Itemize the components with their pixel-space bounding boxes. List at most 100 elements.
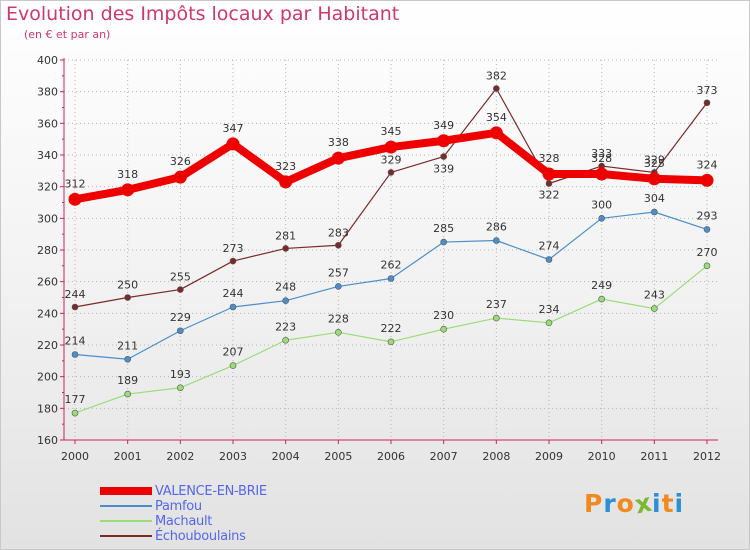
data-point — [282, 336, 289, 344]
logo-letter: t — [661, 489, 675, 518]
y-tick-label: 300 — [37, 212, 58, 225]
data-point — [545, 180, 553, 187]
data-label: 274 — [539, 240, 560, 253]
series-2 — [71, 262, 711, 417]
data-point — [335, 241, 342, 249]
legend-swatch — [100, 505, 152, 507]
data-point — [279, 175, 293, 189]
x-tick-label: 2004 — [272, 450, 300, 463]
data-label: 193 — [170, 368, 191, 381]
y-tick-label: 280 — [37, 244, 58, 257]
x-tick-label: 2011 — [640, 450, 668, 463]
series-labels-3: 244 250 255 273 281 283 329 339 382 322 333 329 373 — [65, 70, 718, 302]
data-label: 300 — [591, 198, 612, 211]
legend-swatch — [100, 535, 152, 537]
data-label: 325 — [644, 157, 665, 170]
data-label: 243 — [644, 289, 665, 302]
data-label: 230 — [433, 309, 454, 322]
data-label: 189 — [117, 374, 138, 387]
data-point — [493, 237, 500, 244]
data-label: 333 — [591, 147, 612, 160]
data-point — [226, 137, 240, 151]
data-label: 250 — [117, 279, 138, 292]
data-label: 234 — [539, 303, 560, 316]
x-tick-label: 2009 — [535, 450, 563, 463]
data-point — [124, 355, 131, 363]
y-tick-label: 400 — [37, 54, 58, 67]
series-1 — [71, 208, 711, 363]
data-label: 382 — [486, 70, 507, 83]
series-labels-1: 214 211 229 244 248 257 262 285 286 274 300 304 293 — [65, 192, 718, 352]
data-label: 322 — [539, 189, 560, 202]
x-tick-label: 2002 — [166, 450, 194, 463]
data-label: 257 — [328, 266, 349, 279]
legend-label: VALENCE-EN-BRIE — [155, 484, 267, 499]
data-point — [177, 384, 184, 392]
legend-swatch — [100, 520, 152, 522]
data-point — [331, 151, 345, 165]
data-point — [651, 305, 658, 312]
data-label: 229 — [170, 311, 191, 324]
data-label: 228 — [328, 312, 349, 325]
data-point — [387, 169, 395, 176]
x-tick-label: 2001 — [114, 450, 142, 463]
chart-subtitle: (en € et par an) — [24, 28, 111, 41]
chart-title: Evolution des Impôts locaux par Habitant — [6, 3, 400, 25]
x-tick-label: 2008 — [482, 450, 510, 463]
data-label: 249 — [591, 279, 612, 292]
proxiti-logo: Proxiti — [584, 488, 684, 520]
data-label: 262 — [381, 259, 402, 272]
data-point — [229, 362, 237, 369]
data-label: 237 — [486, 298, 507, 311]
logo-letter: r — [603, 489, 617, 518]
data-point — [124, 294, 131, 301]
logo-letter: i — [652, 489, 662, 518]
data-point — [71, 303, 79, 311]
data-label: 255 — [170, 271, 191, 284]
logo-letter: o — [616, 489, 635, 518]
data-point — [598, 215, 605, 222]
grid-lines — [64, 59, 718, 441]
data-label: 286 — [486, 221, 507, 234]
data-label: 338 — [328, 136, 349, 149]
data-point — [595, 167, 609, 181]
data-label: 214 — [65, 335, 86, 348]
data-label: 293 — [697, 209, 718, 222]
y-tick-label: 340 — [37, 149, 58, 162]
logo-letter: P — [584, 489, 604, 518]
data-label: 339 — [433, 163, 454, 176]
x-tick-label: 2003 — [219, 450, 247, 463]
series-3 — [71, 85, 711, 311]
data-point — [282, 297, 289, 304]
legend-swatch — [100, 487, 152, 495]
x-tick-label: 2007 — [430, 450, 458, 463]
y-tick-label: 380 — [37, 86, 58, 99]
data-point — [335, 283, 342, 290]
data-label: 244 — [65, 288, 86, 301]
data-label: 223 — [275, 320, 296, 333]
data-point — [387, 338, 395, 346]
data-point — [440, 153, 447, 160]
y-tick-label: 260 — [37, 276, 58, 289]
data-point — [703, 262, 711, 270]
data-label: 211 — [117, 339, 138, 352]
data-point — [68, 192, 82, 206]
data-label: 329 — [381, 153, 402, 166]
data-label: 273 — [223, 242, 244, 255]
data-label: 207 — [223, 346, 244, 359]
data-label: 329 — [644, 153, 665, 166]
y-tick-label: 220 — [37, 339, 58, 352]
data-point — [700, 173, 714, 187]
data-label: 283 — [328, 226, 349, 239]
data-label: 244 — [223, 287, 244, 300]
data-label: 281 — [275, 229, 296, 242]
data-label: 222 — [381, 322, 402, 335]
data-point — [493, 314, 500, 322]
data-point — [121, 183, 135, 197]
data-point — [651, 208, 658, 216]
x-tick-label: 2000 — [61, 450, 89, 463]
x-tick-label: 2005 — [324, 450, 352, 463]
data-point — [545, 319, 553, 327]
data-label: 270 — [697, 246, 718, 259]
